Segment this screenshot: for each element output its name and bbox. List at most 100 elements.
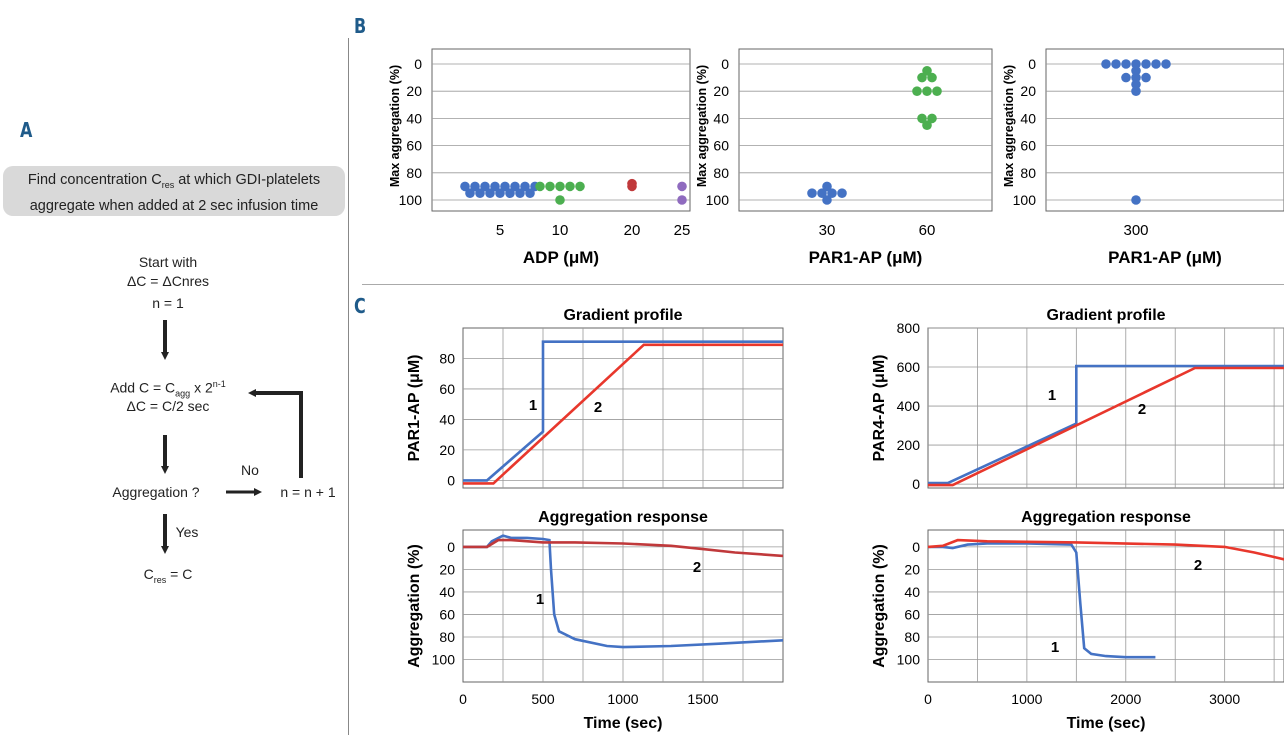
horizontal-divider [362,284,1284,285]
chart-c2: 0 200 400 600 800 Gradient profile PAR4-AP (μM… [871,307,1284,492]
data-point [817,188,827,198]
x-axis-label: Time (sec) [1067,715,1146,732]
y-tick-label: 0 [912,539,920,555]
chart-title: Gradient profile [1046,307,1165,324]
data-point [555,195,565,205]
data-point [917,113,927,124]
y-tick-label: 60 [713,138,729,154]
data-point [827,188,837,198]
data-point [917,72,927,83]
data-point [470,181,480,192]
goal-line-2: aggregate when added at 2 sec infusion t… [29,197,319,214]
y-axis-label: Aggregation (%) [871,544,888,668]
data-point [927,72,937,83]
data-point [1131,195,1141,205]
y-tick-label: 0 [447,539,455,555]
y-axis-label: Max aggregation (%) [388,65,402,187]
chart-title: Gradient profile [563,307,682,324]
y-tick-label: 100 [706,192,730,208]
y-axis-label: PAR4-AP (μM) [871,355,888,462]
series-line-2 [463,538,784,558]
arrow-loop-back [248,389,303,478]
data-point [922,66,932,76]
y-tick-label: 40 [713,110,729,126]
y-tick-label: 20 [439,561,455,577]
data-point [565,181,575,192]
x-tick-label: 1500 [687,691,718,707]
data-point [1101,59,1111,69]
plot-frame [738,48,993,212]
start-line-2: ΔC = ΔCnres [126,273,210,289]
data-point [490,181,500,192]
y-tick-label: 100 [897,651,921,667]
series-label: 1 [1051,639,1059,656]
data-point [922,86,932,96]
x-tick-label: 1000 [607,691,638,707]
data-point [475,188,485,198]
yes-label: Yes [175,524,199,540]
series-label: 1 [529,397,537,414]
y-tick-label: 0 [447,472,455,488]
y-tick-label: 200 [897,437,921,453]
data-point [1131,79,1141,90]
y-tick-label: 0 [414,56,422,72]
data-point [1121,72,1131,83]
y-tick-label: 60 [439,606,455,622]
y-tick-label: 400 [897,398,921,414]
y-tick-label: 60 [439,381,455,397]
data-point [555,181,565,192]
plot-frame [1045,48,1284,212]
data-point [1161,59,1171,69]
x-tick-label: 2000 [1110,691,1141,707]
data-point [500,181,510,192]
plot-frame [431,48,691,212]
y-tick-label: 60 [406,138,422,154]
data-point [1141,72,1151,83]
y-axis-label: Max aggregation (%) [1002,65,1016,187]
series-line-2 [928,366,1284,487]
add-line-1: Add C = Cagg x 2n-1 [110,379,226,399]
start-line-1: Start with [138,254,198,270]
data-point [1111,59,1121,69]
x-axis-label: Time (sec) [584,715,663,732]
panel-label-c: C [354,294,366,318]
x-tick-label: 1000 [1011,691,1042,707]
y-tick-label: 100 [432,651,456,667]
x-tick-label: 0 [924,691,932,707]
y-tick-label: 0 [912,476,920,492]
goal-line-1: Find concentration Cres at which GDI-pla… [27,172,321,190]
chart-b3: 0 20 40 60 80 100 300 PAR1-AP (μM) Max aggregati… [1002,48,1284,267]
data-point [1121,59,1131,69]
data-point [510,181,520,192]
aggregation-question: Aggregation ? [112,484,200,500]
add-line-2: ΔC = C/2 sec [126,398,210,414]
y-axis-label: PAR1-AP (μM) [406,355,423,462]
flowchart-arrows [161,320,303,554]
x-tick-label: 0 [459,691,467,707]
y-tick-label: 60 [904,606,920,622]
x-tick-label: 25 [674,222,691,239]
vertical-divider [348,38,349,735]
series-line-2 [927,538,1284,561]
increment-step: n = n + 1 [280,484,336,500]
chart-title: Aggregation response [1021,509,1191,526]
data-point [535,181,545,192]
y-tick-label: 20 [406,83,422,99]
y-tick-label: 40 [406,110,422,126]
start-line-3: n = 1 [152,295,184,311]
x-axis-label: ADP (μM) [523,248,599,267]
series-label: 2 [693,559,701,576]
data-point [520,181,530,192]
x-tick-label: 3000 [1209,691,1240,707]
series-line-1 [463,534,784,649]
flowchart-goal-box: Find concentration Cres at which GDI-pla… [3,166,345,216]
y-tick-label: 80 [439,350,455,366]
x-tick-label: 20 [624,222,641,239]
chart-title: Aggregation response [538,509,708,526]
chart-c1: 0 20 40 60 80 Gradient profile PAR1-AP (μM) [406,307,784,489]
data-point [927,113,937,124]
result-step: Cres = C [143,566,193,585]
y-tick-label: 600 [897,359,921,375]
